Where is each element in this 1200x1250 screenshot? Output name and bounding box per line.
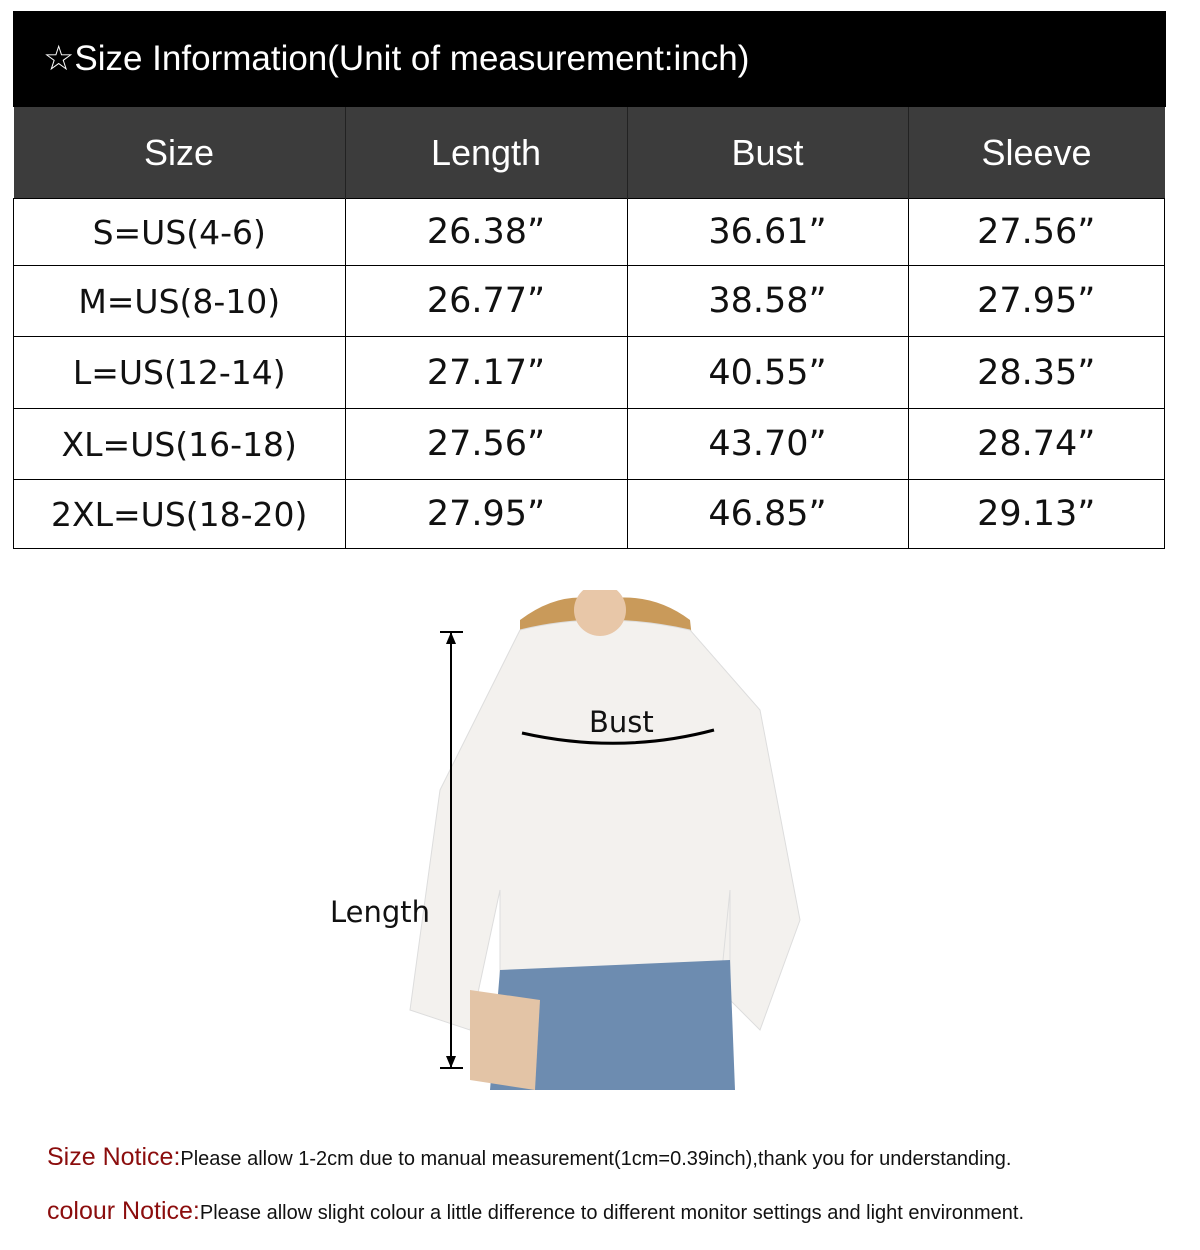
colour-notice-text: Please allow slight colour a little diff…	[199, 1202, 1025, 1224]
header-length: Length	[344, 107, 627, 199]
cell-sleeve: 28.35”	[907, 336, 1165, 409]
model-wearing-blouse-image	[409, 584, 801, 1090]
size-notice-key: Size Notice:	[47, 1143, 181, 1171]
cell-bust: 40.55”	[626, 336, 909, 409]
table-row: M=US(8-10) 26.77” 38.58” 27.95”	[13, 265, 1165, 337]
cell-bust: 43.70”	[626, 408, 909, 480]
table-row: L=US(12-14) 27.17” 40.55” 28.35”	[13, 336, 1165, 409]
cell-length: 27.17”	[344, 336, 628, 409]
cell-size: 2XL=US(18-20)	[13, 479, 346, 549]
cell-bust: 46.85”	[626, 479, 909, 549]
cell-bust: 36.61”	[626, 198, 909, 266]
cell-sleeve: 29.13”	[907, 479, 1165, 549]
cell-size: M=US(8-10)	[13, 265, 346, 337]
bust-label: Bust	[589, 705, 654, 739]
table-row: 2XL=US(18-20) 27.95” 46.85” 29.13”	[13, 479, 1165, 549]
header-size: Size	[13, 107, 345, 199]
cell-sleeve: 27.56”	[907, 198, 1165, 266]
size-notice: Size Notice:Please allow 1-2cm due to ma…	[47, 1143, 1011, 1172]
cell-sleeve: 27.95”	[907, 265, 1165, 337]
cell-bust: 38.58”	[626, 265, 909, 337]
cell-size: L=US(12-14)	[13, 336, 346, 409]
size-info-title: ☆Size Information(Unit of measurement:in…	[13, 11, 1166, 107]
cell-length: 27.95”	[344, 479, 628, 549]
cell-length: 26.38”	[344, 198, 628, 266]
garment-illustration: Bust Length	[0, 584, 1200, 1100]
cell-length: 26.77”	[344, 265, 628, 337]
header-sleeve: Sleeve	[907, 107, 1165, 199]
table-header-row: Size Length Bust Sleeve	[13, 107, 1165, 199]
colour-notice-key: colour Notice:	[47, 1197, 200, 1225]
size-table: Size Length Bust Sleeve S=US(4-6) 26.38” 3…	[13, 107, 1165, 549]
table-row: XL=US(16-18) 27.56” 43.70” 28.74”	[13, 408, 1165, 480]
length-label: Length	[330, 895, 431, 929]
colour-notice: colour Notice:Please allow slight colour…	[47, 1197, 1024, 1226]
cell-sleeve: 28.74”	[907, 408, 1165, 480]
header-bust: Bust	[626, 107, 908, 199]
cell-size: S=US(4-6)	[13, 198, 346, 266]
table-row: S=US(4-6) 26.38” 36.61” 27.56”	[13, 198, 1165, 266]
size-notice-text: Please allow 1-2cm due to manual measure…	[180, 1148, 1012, 1170]
cell-size: XL=US(16-18)	[13, 408, 346, 480]
cell-length: 27.56”	[344, 408, 628, 480]
